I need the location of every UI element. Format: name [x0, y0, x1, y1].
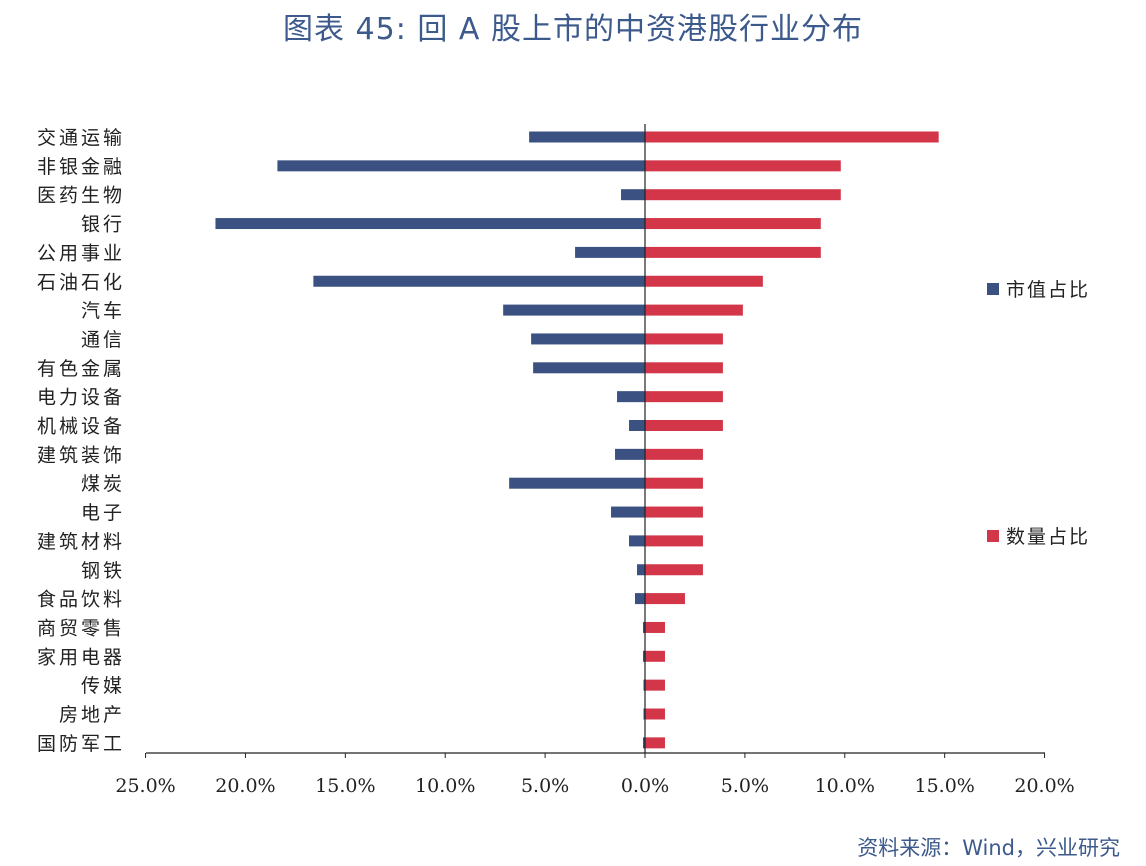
category-label: 建筑装饰	[37, 444, 125, 466]
x-tick-label: 10.0%	[815, 775, 875, 797]
x-tick-label: 20.0%	[1014, 775, 1074, 797]
market-cap-bars	[215, 131, 645, 749]
category-label: 机械设备	[37, 416, 125, 438]
category-label: 通信	[81, 329, 125, 351]
count-bar	[645, 593, 685, 605]
market-cap-bar	[313, 275, 645, 287]
category-label: 交通运输	[37, 127, 125, 149]
legend-swatch	[987, 530, 999, 542]
category-label: 建筑材料	[37, 531, 125, 553]
category-label: 商贸零售	[37, 617, 125, 639]
count-bar	[645, 131, 939, 143]
category-label: 煤炭	[81, 473, 125, 495]
market-cap-bar	[635, 593, 645, 605]
count-bar	[645, 246, 821, 258]
legend-swatch	[987, 283, 999, 295]
category-labels: 交通运输非银金融医药生物银行公用事业石油石化汽车通信有色金属电力设备机械设备建筑…	[37, 127, 125, 755]
market-cap-bar	[643, 621, 645, 633]
legend-label: 数量占比	[1006, 526, 1090, 548]
count-bar	[645, 218, 821, 230]
count-bar	[645, 391, 723, 403]
category-label: 非银金融	[37, 156, 125, 178]
count-bar	[645, 420, 723, 431]
market-cap-bar	[529, 131, 645, 143]
market-cap-bar	[509, 477, 645, 489]
category-label: 石油石化	[37, 271, 125, 293]
x-tick-label: 0.0%	[621, 775, 669, 797]
market-cap-bar	[617, 391, 645, 403]
category-label: 银行	[81, 214, 125, 236]
market-cap-bar	[615, 448, 645, 460]
count-bars	[645, 131, 939, 749]
category-label: 医药生物	[37, 185, 125, 207]
chart-title: 图表 45: 回 A 股上市的中资港股行业分布	[283, 12, 863, 47]
count-bar	[645, 621, 665, 633]
count-bar	[645, 333, 723, 345]
x-tick-label: 5.0%	[721, 775, 769, 797]
count-bar	[645, 448, 703, 460]
market-cap-bar	[629, 535, 645, 547]
count-bar	[645, 160, 841, 172]
x-tick-label: 15.0%	[315, 775, 375, 797]
count-bar	[645, 304, 743, 316]
count-bar	[645, 708, 665, 720]
count-bar	[645, 535, 703, 547]
market-cap-bar	[503, 304, 645, 316]
market-cap-bar	[629, 420, 645, 431]
legend-label: 市值占比	[1006, 279, 1090, 301]
market-cap-bar	[643, 737, 645, 749]
market-cap-bar	[533, 362, 645, 374]
market-cap-bar	[621, 189, 645, 201]
x-tick-label: 15.0%	[914, 775, 974, 797]
category-label: 国防军工	[37, 733, 125, 755]
category-label: 公用事业	[37, 242, 125, 264]
market-cap-bar	[575, 246, 645, 258]
market-cap-bar	[531, 333, 645, 345]
market-cap-bar	[643, 708, 645, 720]
market-cap-bar	[637, 564, 645, 576]
category-label: 传媒	[81, 675, 125, 697]
count-bar	[645, 362, 723, 374]
category-label: 家用电器	[37, 646, 125, 668]
axes	[145, 124, 1046, 758]
category-label: 汽车	[81, 300, 125, 322]
category-label: 食品饮料	[37, 589, 125, 611]
count-bar	[645, 477, 703, 489]
x-tick-label: 20.0%	[215, 775, 275, 797]
category-label: 钢铁	[81, 560, 125, 582]
count-bar	[645, 564, 703, 576]
market-cap-bar	[277, 160, 645, 172]
market-cap-bar	[643, 679, 645, 691]
market-cap-bar	[215, 218, 645, 230]
category-label: 电力设备	[37, 387, 125, 409]
market-cap-bar	[643, 650, 645, 662]
category-label: 电子	[81, 502, 125, 524]
source-note: 资料来源：Wind，兴业研究	[857, 836, 1120, 860]
count-bar	[645, 650, 665, 662]
count-bar	[645, 737, 665, 749]
count-bar	[645, 679, 665, 691]
x-tick-label: 25.0%	[115, 775, 175, 797]
x-tick-label: 5.0%	[521, 775, 569, 797]
market-cap-bar	[611, 506, 645, 518]
count-bar	[645, 275, 763, 287]
x-tick-labels: 25.0% 20.0% 15.0% 10.0% 5.0% 0.0% 5.0% 10.0% 15.…	[115, 775, 1074, 797]
category-label: 房地产	[59, 704, 125, 726]
x-tick-label: 10.0%	[415, 775, 475, 797]
count-bar	[645, 506, 703, 518]
category-label: 有色金属	[37, 358, 125, 380]
count-bar	[645, 189, 841, 201]
